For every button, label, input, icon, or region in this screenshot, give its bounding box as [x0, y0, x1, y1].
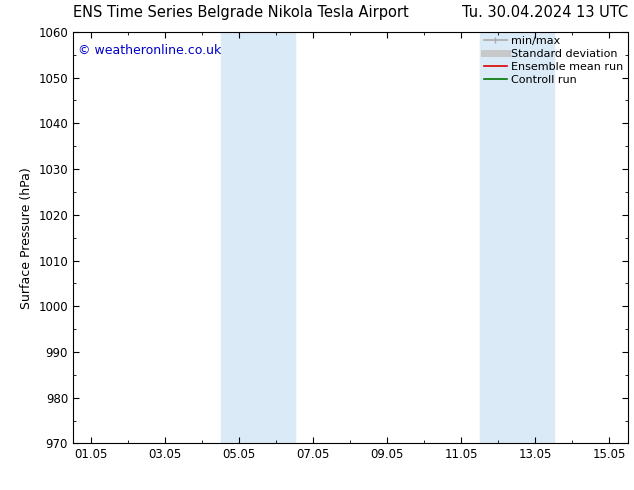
Legend: min/max, Standard deviation, Ensemble mean run, Controll run: min/max, Standard deviation, Ensemble me… [481, 33, 626, 88]
Text: © weatheronline.co.uk: © weatheronline.co.uk [79, 44, 222, 57]
Y-axis label: Surface Pressure (hPa): Surface Pressure (hPa) [20, 167, 33, 309]
Text: ENS Time Series Belgrade Nikola Tesla Airport: ENS Time Series Belgrade Nikola Tesla Ai… [73, 5, 409, 20]
Text: Tu. 30.04.2024 13 UTC: Tu. 30.04.2024 13 UTC [462, 5, 628, 20]
Bar [221, 32, 295, 443]
Bar [480, 32, 553, 443]
